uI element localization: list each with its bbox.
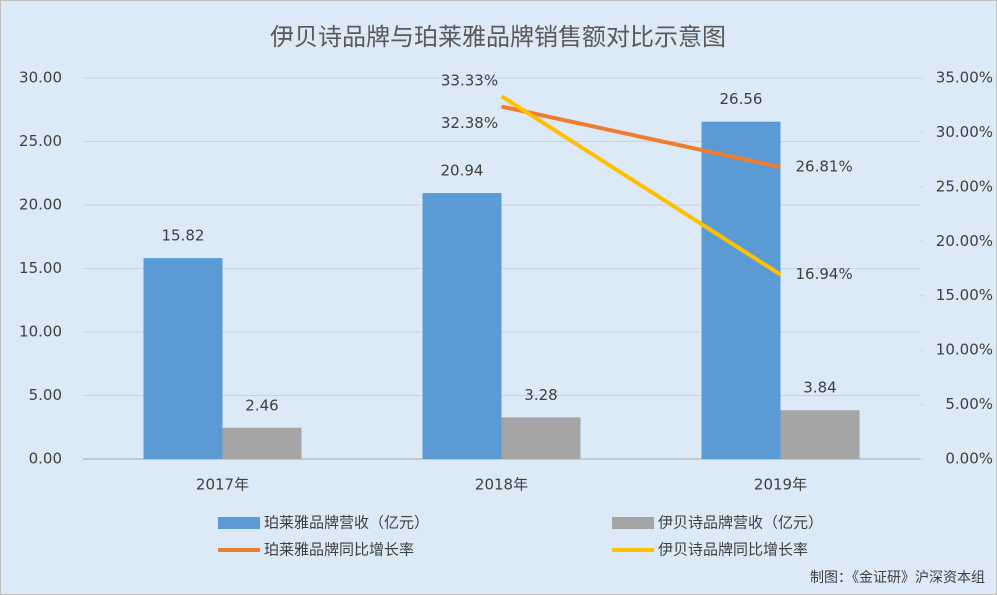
legend-swatch xyxy=(612,517,654,529)
y-tick-label: 30.00 xyxy=(19,69,62,87)
chart-title: 伊贝诗品牌与珀莱雅品牌销售额对比示意图 xyxy=(270,23,726,51)
y2-tick-label: 15.00% xyxy=(936,286,993,304)
bar-value-label: 15.82 xyxy=(162,227,205,245)
line-value-label: 32.38% xyxy=(441,114,498,132)
bar-value-label: 20.94 xyxy=(441,162,484,180)
y-tick-label: 5.00 xyxy=(29,386,62,404)
y2-tick-label: 0.00% xyxy=(945,450,993,468)
y2-tick-label: 30.00% xyxy=(936,123,993,141)
x-tick-label: 2019年 xyxy=(754,476,807,494)
bar xyxy=(780,410,860,459)
line-series xyxy=(501,104,781,170)
bar-value-label: 3.84 xyxy=(803,379,836,397)
y-tick-label: 10.00 xyxy=(19,323,62,341)
bar xyxy=(143,258,223,459)
line-value-label: 16.94% xyxy=(796,265,853,283)
legend-label: 珀莱雅品牌同比增长率 xyxy=(264,541,414,559)
line-value-label: 33.33% xyxy=(441,72,498,90)
bar-value-label: 26.56 xyxy=(720,90,763,108)
source-note: 制图：《金证研》沪深资本组 xyxy=(810,570,985,586)
y-tick-label: 15.00 xyxy=(19,259,62,277)
line-series xyxy=(500,94,782,277)
bar xyxy=(701,121,781,460)
y2-tick-label: 5.00% xyxy=(945,395,993,413)
bar xyxy=(501,417,581,459)
y2-tick-label: 35.00% xyxy=(936,69,993,87)
y-tick-label: 20.00 xyxy=(19,196,62,214)
bar xyxy=(422,193,502,459)
legend-swatch xyxy=(218,517,260,529)
x-tick-label: 2018年 xyxy=(475,476,528,494)
bar xyxy=(222,427,302,459)
y2-tick-label: 20.00% xyxy=(936,232,993,250)
legend-label: 珀莱雅品牌营收（亿元） xyxy=(264,514,429,532)
y2-tick-label: 25.00% xyxy=(936,177,993,195)
y2-tick-label: 10.00% xyxy=(936,341,993,359)
y-tick-label: 25.00 xyxy=(19,132,62,150)
line-value-label: 26.81% xyxy=(796,158,853,176)
x-tick-label: 2017年 xyxy=(196,476,249,494)
legend-label: 伊贝诗品牌同比增长率 xyxy=(658,541,808,559)
y-tick-label: 0.00 xyxy=(29,450,62,468)
bar-value-label: 3.28 xyxy=(524,386,557,404)
bar-value-label: 2.46 xyxy=(245,396,278,414)
legend-label: 伊贝诗品牌营收（亿元） xyxy=(658,514,823,532)
